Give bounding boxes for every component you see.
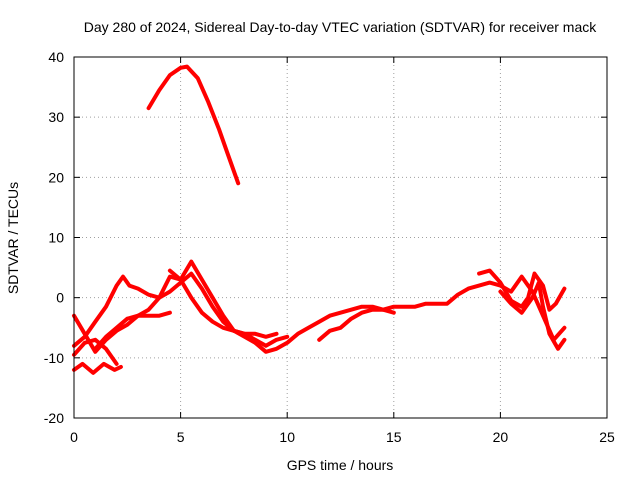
plot-frame bbox=[73, 56, 608, 419]
y-tick-label: 0 bbox=[56, 290, 64, 306]
x-tick-label: 0 bbox=[70, 429, 78, 445]
x-tick-label: 15 bbox=[386, 429, 402, 445]
y-tick-label: 40 bbox=[48, 49, 64, 65]
x-tick-label: 10 bbox=[279, 429, 295, 445]
y-tick-label: -10 bbox=[44, 350, 64, 366]
y-tick-label: 30 bbox=[48, 109, 64, 125]
y-tick-label: -20 bbox=[44, 410, 64, 426]
series-line-arc-4 bbox=[72, 259, 567, 354]
series-line-arc-7 bbox=[167, 268, 279, 339]
series-line-arc-6 bbox=[93, 310, 172, 351]
x-tick-label: 20 bbox=[493, 429, 509, 445]
series-line-arc-2 bbox=[72, 361, 123, 375]
x-tick-label: 25 bbox=[599, 429, 615, 445]
series-line-arc-10 bbox=[498, 280, 567, 351]
x-tick-label: 5 bbox=[177, 429, 185, 445]
series-line-arc-9 bbox=[477, 268, 567, 312]
series-line-arc-3 bbox=[72, 271, 290, 348]
y-tick-label: 10 bbox=[48, 230, 64, 246]
series-line-arc-5 bbox=[72, 337, 119, 366]
data-series bbox=[72, 64, 567, 375]
series-line-arc-8 bbox=[317, 307, 396, 342]
series-line-arc-1 bbox=[146, 64, 241, 186]
y-axis-label: SDTVAR / TECUs bbox=[5, 182, 21, 294]
axis-ticks: 0 5 10 15 20 25 -20 -10 0 10 20 30 40 bbox=[44, 49, 615, 445]
chart-title: Day 280 of 2024, Sidereal Day-to-day VTE… bbox=[84, 19, 597, 35]
y-tick-label: 20 bbox=[48, 169, 64, 185]
x-axis-label: GPS time / hours bbox=[287, 457, 394, 473]
grid bbox=[74, 57, 607, 418]
